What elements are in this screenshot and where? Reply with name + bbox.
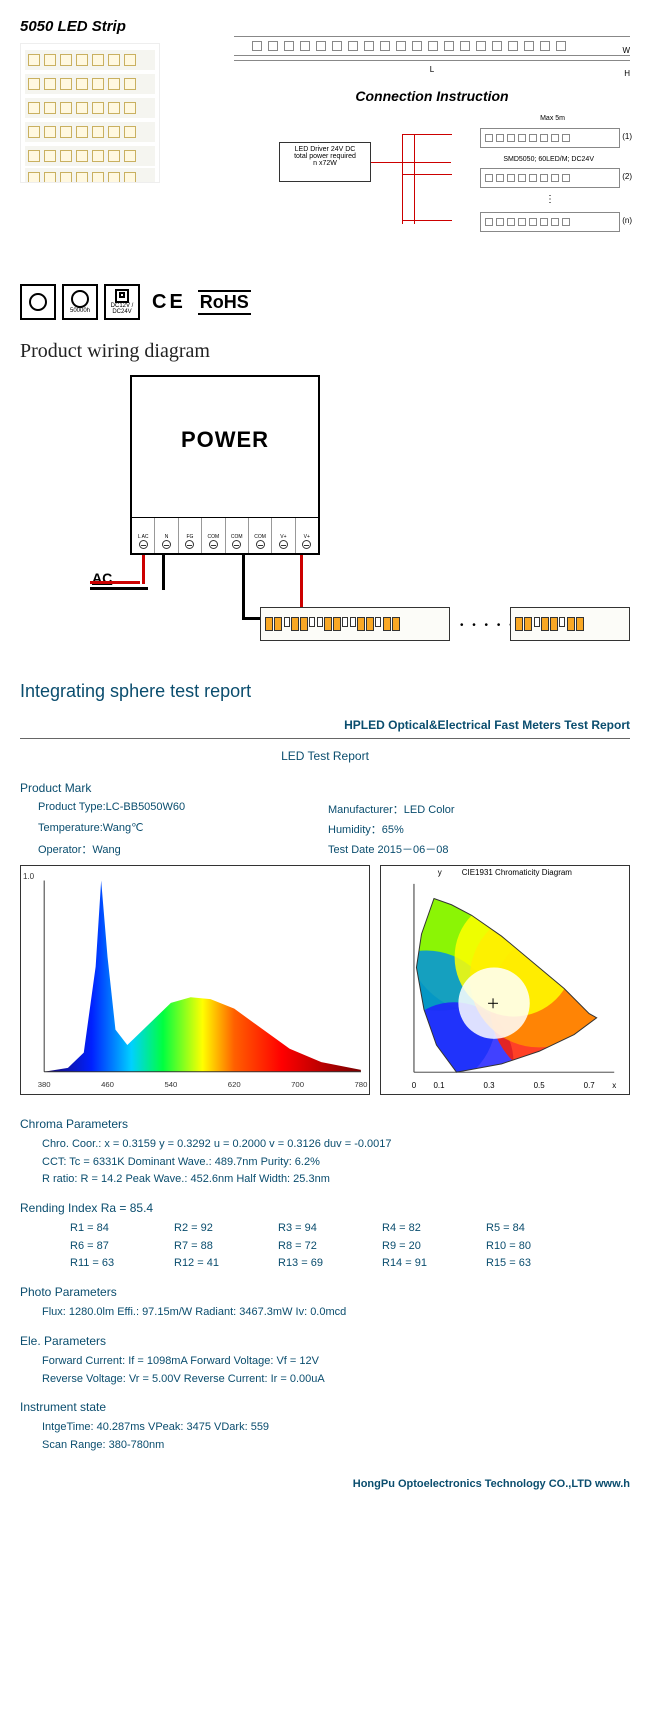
instrument-l2: Scan Range: 380-780nm — [20, 1437, 630, 1455]
report-sub: LED Test Report — [20, 749, 630, 763]
wiring-section-title: Product wiring diagram — [20, 340, 630, 363]
charts-row: 1.0 380460540620700780 yCIE1931 Chromati… — [20, 865, 630, 1095]
dim-h-label: H — [624, 69, 630, 78]
rending-grid: R1 = 84R2 = 92R3 = 94R4 = 82R5 = 84R6 = … — [20, 1220, 630, 1273]
svg-text:620: 620 — [228, 1080, 241, 1089]
power-box: POWER L ACNFGCOMCOMCOMV+V+ — [130, 375, 320, 555]
product-image — [20, 43, 160, 183]
photo-line: Flux: 1280.0lm Effi.: 97.15m/W Radiant: … — [20, 1304, 630, 1322]
hours-icon: 50000h — [62, 284, 98, 320]
terminal-row: L ACNFGCOMCOMCOMV+V+ — [132, 517, 318, 553]
voltage-icon: DC12V / DC24V — [104, 284, 140, 320]
instrument-l1: IntgeTime: 40.287ms VPeak: 3475 VDark: 5… — [20, 1419, 630, 1437]
humidity: Humidity：65% — [328, 821, 630, 837]
wiring-strip-2 — [510, 607, 630, 641]
connection-diagram: LED Driver 24V DC total power required n… — [234, 112, 630, 272]
dimmer-icon — [20, 284, 56, 320]
svg-text:0.3: 0.3 — [483, 1081, 495, 1090]
svg-text:700: 700 — [291, 1080, 304, 1089]
svg-text:0.1: 0.1 — [433, 1081, 445, 1090]
cert-row: 50000h DC12V / DC24V CE RoHS — [20, 284, 630, 320]
report-header: HPLED Optical&Electrical Fast Meters Tes… — [20, 718, 630, 732]
strip-spec: SMD5050; 60LED/M; DC24V — [503, 156, 594, 163]
power-label: POWER — [132, 427, 318, 453]
max-label: Max 5m — [540, 115, 565, 122]
product-type: Product Type:LC-BB5050W60 — [38, 801, 318, 817]
conn-strip-1 — [480, 128, 620, 148]
ce-mark: CE — [152, 291, 186, 314]
footer: HongPu Optoelectronics Technology CO.,LT… — [20, 1478, 630, 1490]
test-report-title: Integrating sphere test report — [20, 681, 630, 702]
svg-text:460: 460 — [101, 1080, 114, 1089]
temperature: Temperature:Wang℃ — [38, 821, 318, 837]
ele-l1: Forward Current: If = 1098mA Forward Vol… — [20, 1353, 630, 1371]
connection-title: Connection Instruction — [234, 88, 630, 104]
instrument-title: Instrument state — [20, 1398, 630, 1417]
product-mark-grid: Product Type:LC-BB5050W60 Manufacturer：L… — [20, 801, 630, 857]
dim-l-label: L — [430, 65, 434, 74]
wiring-strip-1 — [260, 607, 450, 641]
product-header-row: 5050 LED Strip W L H — [20, 18, 630, 272]
photo-title: Photo Parameters — [20, 1283, 630, 1302]
chroma-title: Chroma Parameters — [20, 1115, 630, 1134]
report-divider — [20, 738, 630, 739]
svg-text:540: 540 — [164, 1080, 177, 1089]
spectrum-chart: 1.0 380460540620700780 — [20, 865, 370, 1095]
svg-text:x: x — [612, 1081, 616, 1090]
svg-text:0.7: 0.7 — [583, 1081, 594, 1090]
conn-strip-n — [480, 212, 620, 232]
chroma-l3: R ratio: R = 14.2 Peak Wave.: 452.6nm Ha… — [20, 1171, 630, 1189]
operator: Operator：Wang — [38, 841, 318, 857]
rending-title: Rending Index Ra = 85.4 — [20, 1199, 630, 1218]
ele-l2: Reverse Voltage: Vr = 5.00V Reverse Curr… — [20, 1371, 630, 1389]
svg-text:780: 780 — [355, 1080, 368, 1089]
product-right: W L H Connection Instruction LED Driver … — [234, 18, 630, 272]
product-mark-title: Product Mark — [20, 781, 630, 795]
conn-strip-2 — [480, 168, 620, 188]
ele-title: Ele. Parameters — [20, 1332, 630, 1351]
svg-text:0.5: 0.5 — [533, 1081, 545, 1090]
manufacturer: Manufacturer：LED Color — [328, 801, 630, 817]
product-title: 5050 LED Strip — [20, 18, 220, 35]
chroma-l1: Chro. Coor.: x = 0.3159 y = 0.3292 u = 0… — [20, 1136, 630, 1154]
product-left: 5050 LED Strip — [20, 18, 220, 272]
chroma-l2: CCT: Tc = 6331K Dominant Wave.: 489.7nm … — [20, 1154, 630, 1172]
rohs-mark: RoHS — [198, 290, 251, 315]
svg-text:0: 0 — [411, 1081, 416, 1090]
cie-chart: yCIE1931 Chromaticity Diagram 00.10.30.5… — [380, 865, 630, 1095]
dim-w-label: W — [622, 46, 630, 55]
driver-box: LED Driver 24V DC total power required n… — [279, 142, 371, 182]
parameters: Chroma Parameters Chro. Coor.: x = 0.315… — [20, 1115, 630, 1454]
dimension-diagram: W L H — [234, 18, 630, 78]
wiring-diagram: POWER L ACNFGCOMCOMCOMV+V+ AC • • • • • … — [90, 375, 630, 655]
test-date: Test Date 2015－06－08 — [328, 841, 630, 857]
svg-text:380: 380 — [38, 1080, 51, 1089]
